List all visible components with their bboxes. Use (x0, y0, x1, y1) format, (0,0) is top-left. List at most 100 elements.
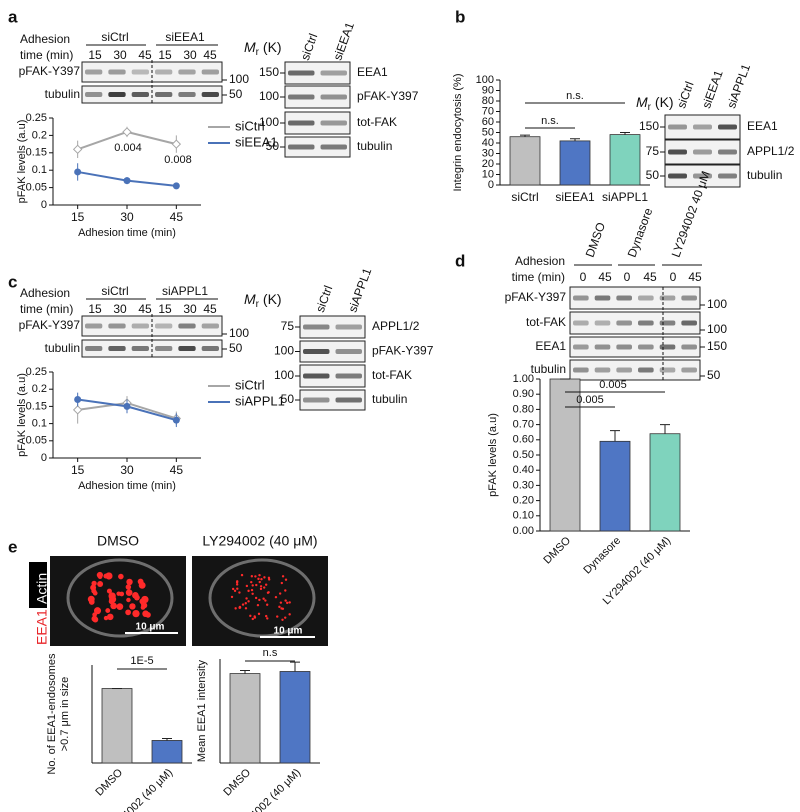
x-tick-label: siCtrl (511, 190, 538, 204)
blot-band (131, 69, 149, 75)
endosome (263, 576, 266, 579)
endosome (141, 595, 149, 604)
y-tick-label: 80 (482, 95, 494, 107)
endosome (254, 596, 258, 600)
blot-band (594, 320, 611, 326)
mr-sub: r (256, 299, 260, 310)
blot-band (320, 144, 347, 150)
endosome (279, 601, 283, 604)
blot-band (659, 344, 676, 350)
endosome (91, 615, 98, 622)
endosome (259, 585, 263, 588)
blot-band (659, 295, 676, 301)
blot-band (108, 346, 126, 351)
label: 45 (203, 302, 217, 316)
annotation: n.s. (566, 90, 584, 102)
y-tick-label: 0 (488, 179, 494, 191)
blot-band (616, 344, 632, 350)
blot-band (693, 124, 712, 130)
label: pFAK-Y397 (505, 290, 567, 304)
annotation: 1E-5 (130, 655, 153, 667)
label: 45 (688, 270, 702, 284)
y-tick-label: 0.70 (513, 419, 534, 431)
blot-band (303, 373, 330, 379)
y-tick-label: 40 (482, 137, 494, 149)
blot-band (335, 324, 362, 330)
y-tick-label: 0.25 (26, 366, 47, 378)
x-tick-label: siAPPL1 (602, 190, 648, 204)
endosome (134, 594, 140, 601)
cell-outline (66, 558, 174, 638)
endosome (256, 603, 260, 607)
label: EEA1 (34, 609, 50, 645)
blot-band (85, 346, 103, 351)
label: siAPPL1 (162, 284, 208, 298)
point (172, 182, 180, 190)
endosome (230, 595, 234, 599)
blot (569, 336, 701, 358)
y-axis-label: pFAK levels (a.u) (487, 413, 499, 497)
endosome (245, 584, 249, 588)
y-tick-label: 70 (482, 105, 494, 117)
x-tick-label: DMSO (541, 534, 573, 566)
blot-band (131, 323, 149, 329)
label: tubulin (372, 392, 407, 406)
y-tick-label: 20 (482, 158, 494, 170)
endosome (274, 595, 278, 599)
mr-label: Mr (K) (244, 291, 282, 310)
blot-band (155, 92, 173, 97)
endosome (267, 591, 270, 594)
blot-band (178, 346, 196, 351)
label: 15 (158, 48, 172, 62)
endosome (91, 580, 97, 587)
blot-band (155, 346, 173, 351)
endosome (126, 597, 131, 603)
blot-band (85, 323, 103, 329)
y-tick-label: 10 (482, 168, 494, 180)
endosome (92, 590, 98, 596)
y-tick-label: 0.60 (513, 434, 534, 446)
x-tick-label: DMSO (93, 766, 125, 798)
label: EEA1 (357, 65, 388, 79)
endosome (132, 609, 140, 618)
label: Actin (34, 573, 50, 604)
annotation: 0.004 (114, 142, 142, 154)
y-tick-label: 0.40 (513, 464, 534, 476)
label: 30 (113, 302, 127, 316)
label: siCtrl (101, 284, 128, 298)
endosome (241, 603, 245, 606)
endosome (263, 586, 266, 589)
y-tick-label: 0 (41, 452, 47, 464)
lane-label: siEEA1 (330, 20, 357, 62)
endosome (254, 575, 257, 578)
endosome (247, 589, 250, 593)
endosome (281, 618, 284, 621)
blot-band (320, 120, 347, 126)
y-axis-label: pFAK levels (a.u) (16, 373, 28, 457)
endosome (265, 603, 269, 606)
bar (509, 136, 541, 186)
label: 0 (624, 270, 631, 284)
blot-band (303, 349, 330, 354)
y-tick-label: 90 (482, 84, 494, 96)
y-tick-label: 60 (482, 116, 494, 128)
blot-band (681, 295, 697, 301)
annotation: n.s (263, 647, 278, 659)
blot-band (693, 149, 712, 155)
mw-marker: 50 (229, 87, 243, 101)
x-axis-label: Adhesion time (min) (78, 227, 176, 239)
y-tick-label: 0.00 (513, 525, 534, 537)
y-tick-label: 30 (482, 147, 494, 159)
annotation: 0.005 (599, 379, 627, 391)
blot-band (303, 324, 330, 330)
mw-marker: 75 (646, 144, 660, 158)
point (74, 396, 82, 404)
label: LY294002 (40 μM) (202, 533, 317, 549)
mr-label: Mr (K) (244, 39, 282, 58)
label: Adhesion (20, 32, 70, 46)
panel-letter: a (8, 7, 18, 26)
blot-band (668, 173, 687, 179)
panel-letter: e (8, 537, 17, 556)
annotation: n.s. (541, 115, 559, 127)
mr-label: Mr (K) (636, 94, 674, 113)
